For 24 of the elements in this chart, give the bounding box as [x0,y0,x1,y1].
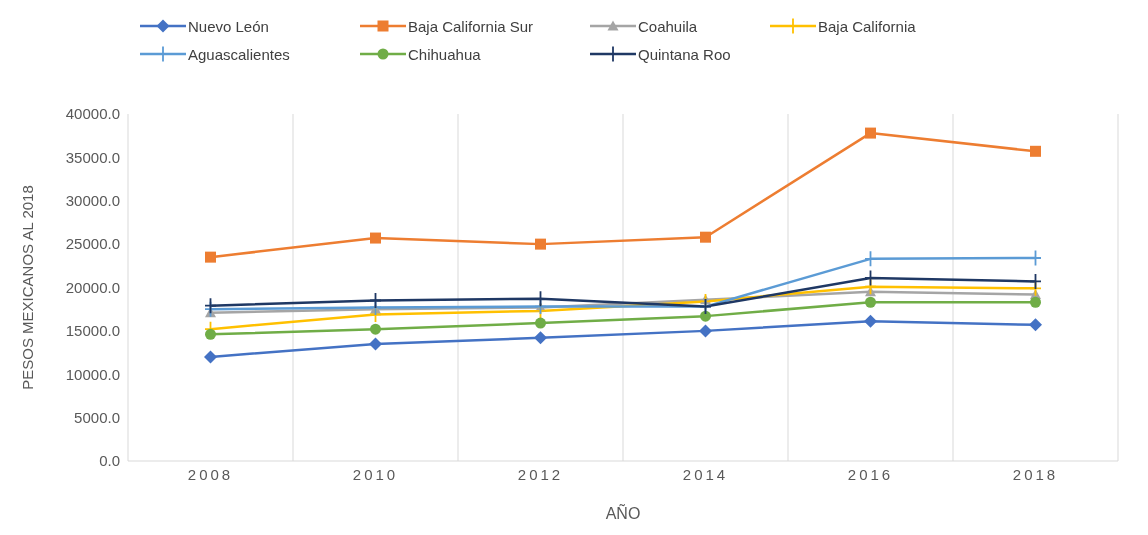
x-tick-label: 2016 [847,465,894,483]
legend-label: Nuevo León [188,17,269,35]
y-tick-label: 15000.0 [65,322,120,340]
x-tick-label: 2014 [682,465,729,483]
legend-label: Aguascalientes [188,45,290,63]
y-tick-label: 20000.0 [65,278,120,296]
y-tick-label: 35000.0 [65,148,120,166]
y-axis-title: PESOS MEXICANOS AL 2018 [19,185,37,390]
legend-label: Chihuahua [408,45,481,63]
x-axis-title: AÑO [605,503,641,522]
y-tick-label: 5000.0 [74,408,120,426]
x-tick-label: 2010 [352,465,399,483]
y-tick-label: 25000.0 [65,235,120,253]
x-tick-label: 2012 [517,465,564,483]
y-tick-label: 0.0 [99,452,120,470]
legend-label: Quintana Roo [638,45,731,63]
y-tick-label: 30000.0 [65,192,120,210]
y-tick-label: 10000.0 [65,365,120,383]
x-tick-label: 2018 [1012,465,1059,483]
x-tick-label: 2008 [187,465,234,483]
legend-label: Coahuila [638,17,698,35]
y-tick-label: 40000.0 [65,105,120,123]
legend-label: Baja California [818,17,916,35]
legend-label: Baja California Sur [408,17,534,35]
